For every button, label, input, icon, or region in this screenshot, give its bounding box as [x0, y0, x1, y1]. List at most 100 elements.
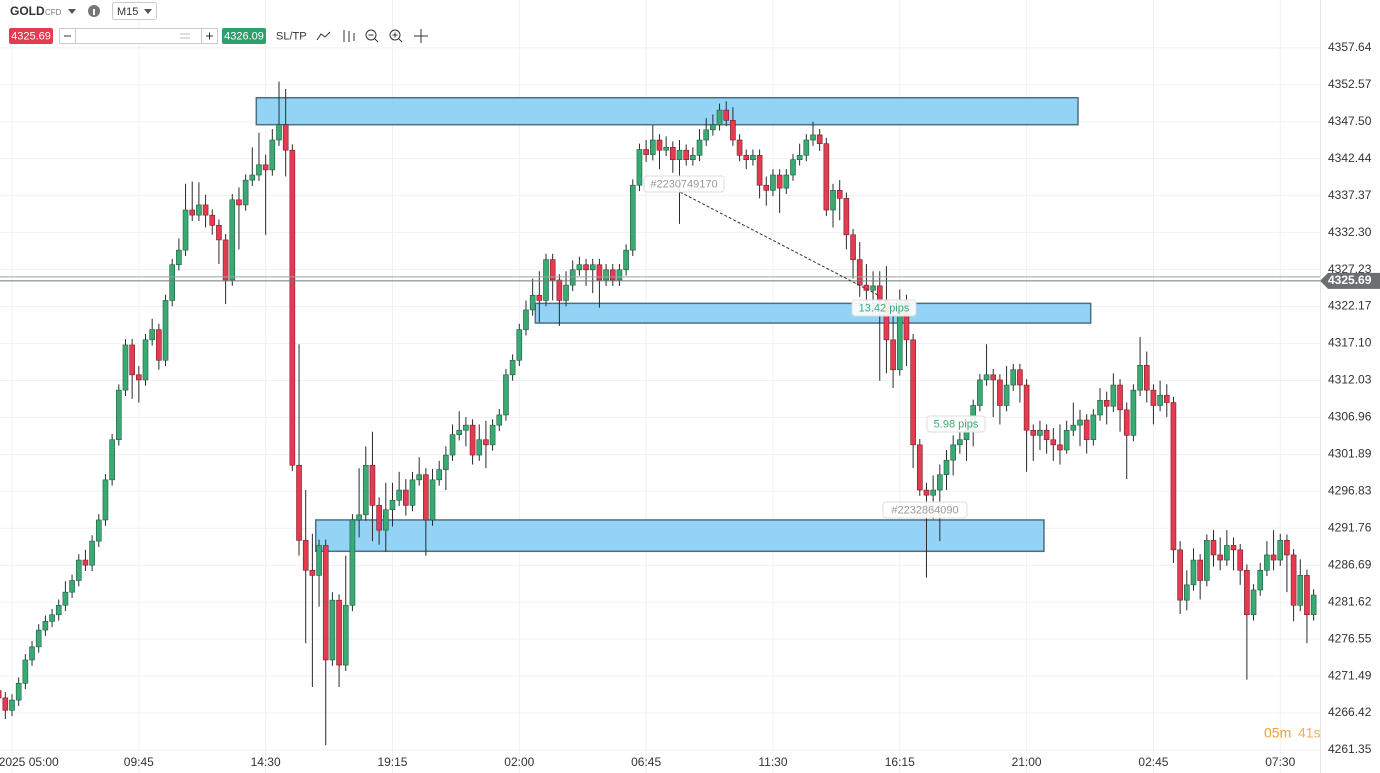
candle-body — [202, 204, 209, 216]
candle-body — [109, 439, 115, 481]
y-tick-label: 4327.23 — [1328, 262, 1372, 276]
candle-body — [262, 164, 269, 171]
ask-price: 4326.09 — [224, 30, 264, 42]
candle-body — [596, 264, 603, 281]
candle-body — [710, 124, 716, 131]
candle-body — [249, 174, 256, 181]
candle-body — [643, 149, 649, 155]
plus-button[interactable] — [206, 32, 213, 40]
candle-body — [756, 155, 763, 186]
candle-body — [389, 499, 396, 511]
timer-minutes: 05m — [1264, 725, 1291, 741]
candle-body — [823, 143, 830, 211]
annotation-box — [926, 415, 986, 433]
candle-body — [1163, 394, 1170, 403]
sell-button[interactable] — [9, 28, 53, 44]
candle-body — [403, 489, 409, 506]
candle-body — [1264, 554, 1270, 571]
candle-body — [342, 604, 349, 666]
candle-body — [997, 379, 1003, 406]
candle-body — [843, 198, 850, 236]
candle-body — [15, 683, 22, 701]
candle-body — [296, 464, 302, 541]
line-chart-icon[interactable] — [316, 31, 331, 41]
candle-body — [1184, 584, 1190, 601]
candle-icon[interactable] — [343, 30, 355, 42]
zoom-in-icon[interactable] — [389, 29, 401, 41]
candle-body — [489, 424, 496, 446]
candle-body — [302, 540, 309, 571]
candle-body — [196, 204, 202, 216]
info-icon-glyph — [93, 9, 95, 15]
candle-body — [730, 120, 736, 141]
trade-link — [679, 191, 881, 297]
candle-body — [396, 489, 402, 501]
candle-body — [983, 374, 990, 381]
candle-body — [556, 279, 563, 301]
candle-body — [1150, 389, 1157, 406]
candle-body — [1304, 575, 1310, 616]
candle-body — [236, 199, 242, 206]
candle-body — [169, 264, 175, 301]
candle-body — [503, 374, 509, 416]
candle-body — [35, 629, 42, 648]
volume-input[interactable] — [59, 28, 218, 44]
sltp-button[interactable]: SL/TP — [276, 30, 307, 42]
candle-body — [1204, 540, 1210, 581]
y-tick-label: 4347.50 — [1328, 114, 1372, 128]
candle-body — [382, 509, 389, 531]
candle-body — [629, 184, 636, 251]
x-tick-label: 11:30 — [758, 755, 787, 769]
candle-body — [356, 514, 362, 521]
candle-body — [549, 259, 556, 281]
pan-icon[interactable] — [414, 29, 428, 43]
candle-body — [149, 329, 155, 341]
candle-body — [683, 149, 689, 161]
candle-body — [1083, 419, 1090, 441]
x-tick-label: 16:15 — [885, 755, 915, 769]
candle-body — [750, 155, 756, 161]
symbol-dropdown[interactable] — [68, 9, 76, 14]
y-tick-label: 4286.69 — [1328, 557, 1372, 571]
candle-body — [496, 414, 503, 426]
candle-body — [322, 545, 329, 661]
candle-body — [890, 339, 896, 371]
x-tick-label: 06:45 — [631, 755, 661, 769]
candle-body — [1143, 365, 1150, 391]
candle-body — [242, 179, 249, 206]
candle-body — [536, 295, 543, 301]
candle-body — [656, 139, 663, 151]
candle-body — [1250, 589, 1257, 616]
candle-body — [182, 209, 189, 251]
candle-body — [589, 264, 596, 271]
candle-body — [977, 379, 983, 406]
candle-body — [776, 174, 783, 189]
candle-body — [810, 134, 816, 141]
candle-body — [1224, 545, 1230, 561]
x-tick-label: 19:15 — [377, 755, 407, 769]
timeframe-select[interactable] — [112, 2, 157, 20]
zoom-out-icon[interactable] — [365, 29, 377, 41]
candle-body — [9, 699, 15, 711]
buy-button[interactable] — [222, 28, 266, 44]
symbol[interactable]: GOLD — [10, 4, 45, 18]
candle-body — [583, 264, 589, 271]
candle-body — [1010, 369, 1017, 386]
x-tick-label: 14:30 — [251, 755, 281, 769]
candle-body — [516, 329, 523, 361]
candle-body — [142, 339, 149, 381]
y-tick-label: 4357.64 — [1328, 40, 1372, 54]
candle-body — [329, 599, 336, 661]
candle-body — [62, 591, 69, 606]
candle-body — [1217, 554, 1223, 561]
candle-body — [796, 155, 803, 161]
y-tick-label: 4322.17 — [1328, 299, 1372, 313]
timeframe-dropdown — [144, 9, 152, 14]
annotation: 13.42 pips — [859, 302, 910, 314]
candle-body — [423, 474, 429, 521]
candle-body — [376, 505, 382, 531]
candle-body — [209, 214, 216, 226]
candle-body — [436, 469, 443, 481]
x-tick-label: 09:45 — [124, 755, 154, 769]
candle-body — [1057, 444, 1063, 451]
